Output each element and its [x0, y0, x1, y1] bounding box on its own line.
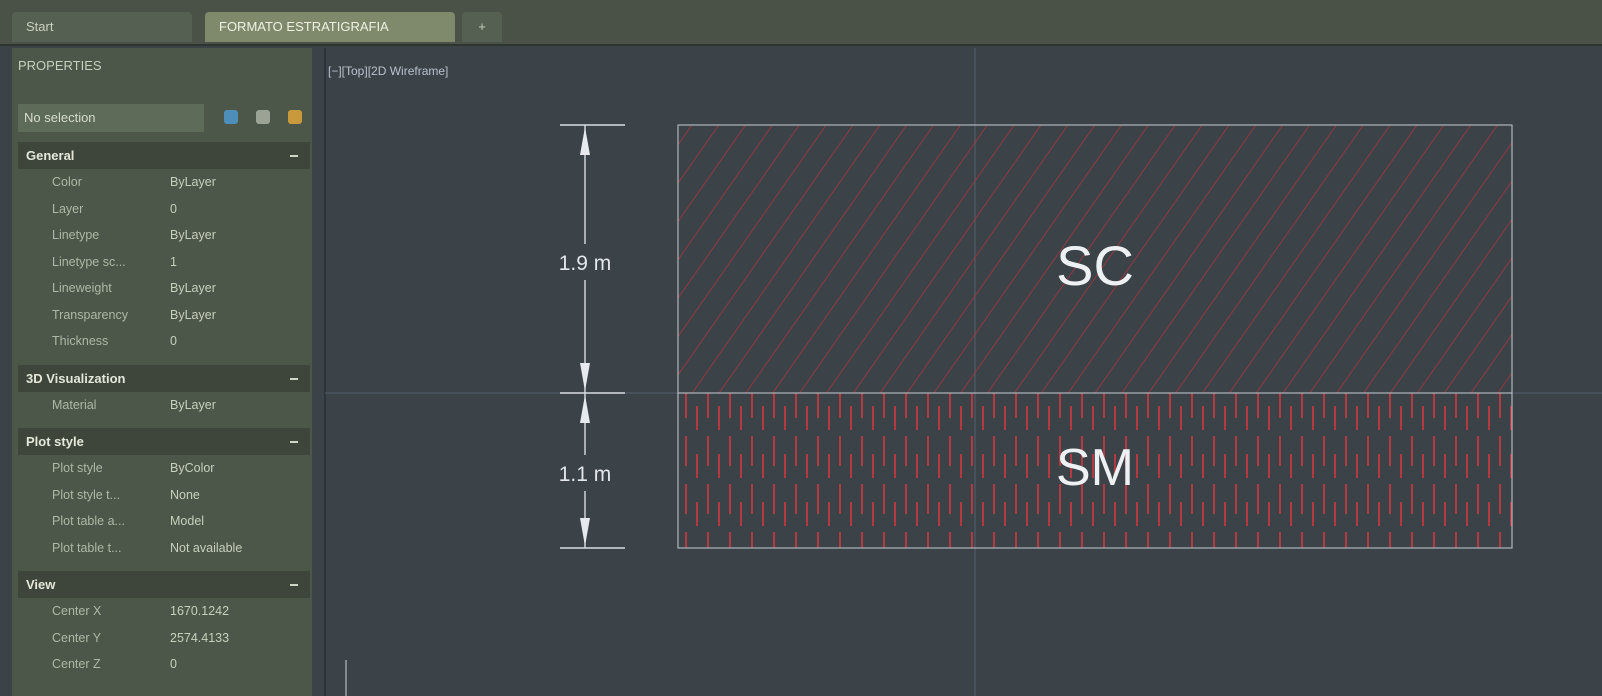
- viewport-controls[interactable]: [−][Top][2D Wireframe]: [328, 64, 448, 78]
- layer-label: SM: [1056, 439, 1134, 497]
- dimension-label: 1.1 m: [559, 463, 612, 486]
- layer-label: SC: [1056, 234, 1134, 297]
- autocad-window: StartFORMATO ESTRATIGRAFIA+ PROPERTIES N…: [0, 0, 1602, 696]
- drawing-viewport: 1.9 m 1.1 m SC SM: [0, 0, 1602, 696]
- dimension-label: 1.9 m: [559, 252, 612, 275]
